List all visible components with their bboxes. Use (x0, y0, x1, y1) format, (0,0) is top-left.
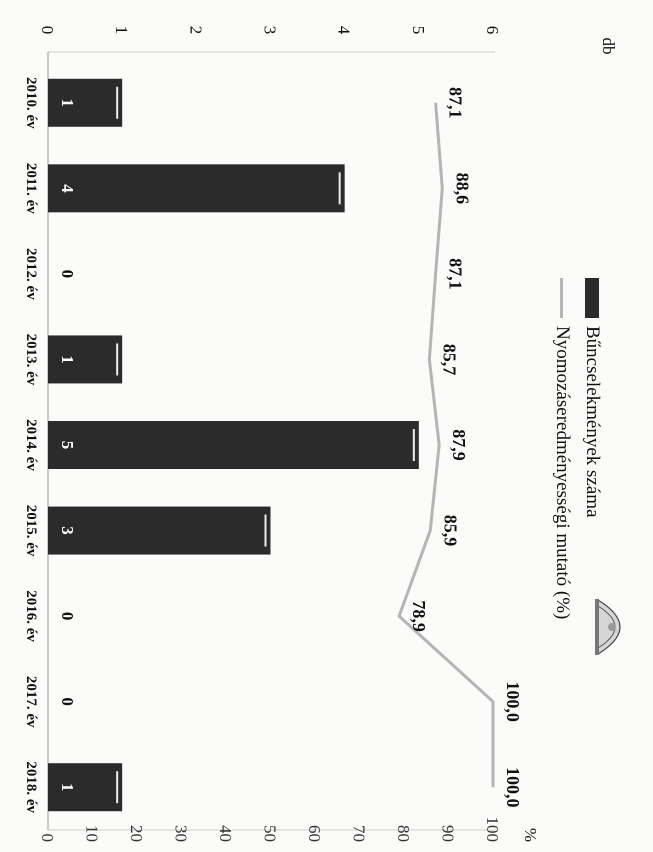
x-tick-label: 2018. év (23, 761, 39, 813)
x-tick-label: 2012. év (23, 248, 39, 300)
bar-value-label: 1 (58, 783, 77, 792)
x-tick-label: 2016. év (23, 590, 39, 642)
right-tick-label: 80 (394, 825, 413, 842)
line-value-label: 85,7 (439, 344, 459, 376)
line-series (397, 102, 495, 788)
bar (48, 78, 123, 127)
x-tick-label: 2017. év (23, 676, 39, 728)
legend-swatch-line (560, 278, 564, 318)
left-tick-label: 4 (335, 26, 354, 35)
right-axis-label: % (521, 828, 540, 842)
bar (48, 506, 271, 555)
bar-value-label: 3 (58, 526, 77, 535)
x-tick-label: 2013. év (23, 334, 39, 386)
left-tick-label: 5 (409, 26, 428, 35)
line-value-label: 88,6 (452, 173, 472, 205)
right-tick-label: 20 (127, 825, 146, 842)
x-tick-label: 2011. év (23, 163, 39, 214)
left-tick-label: 0 (38, 26, 57, 35)
left-tick-label: 3 (261, 26, 280, 35)
line-value-label: 87,1 (446, 258, 466, 290)
right-tick-label: 70 (350, 825, 369, 842)
line-value-label: 85,9 (440, 515, 460, 547)
right-tick-label: 40 (216, 825, 235, 842)
legend-label-bar: Bűncselekmények száma (582, 326, 603, 518)
left-tick-label: 6 (483, 26, 502, 35)
legend-swatch-bar (585, 278, 599, 318)
bar (47, 421, 419, 469)
right-tick-label: 30 (172, 825, 191, 842)
right-tick-label: 90 (439, 825, 458, 842)
left-tick-label: 2 (186, 26, 205, 35)
bar (48, 335, 123, 384)
bar-value-label: 4 (58, 184, 77, 193)
bar-value-label: 1 (58, 99, 77, 108)
x-tick-label: 2014. év (23, 419, 39, 471)
legend-label-line: Nyomozáseredményességi mutató (%) (552, 326, 573, 620)
police-crest-icon (592, 596, 638, 658)
x-tick-label: 2010. év (23, 77, 39, 129)
line-value-label: 100,0 (503, 767, 523, 808)
legend-item-line: Nyomozáseredményességi mutató (%) (551, 278, 573, 619)
legend-item-bar: Bűncselekmények száma (581, 278, 603, 518)
bar-value-label: 0 (58, 612, 77, 621)
right-tick-label: 50 (261, 825, 280, 842)
right-tick-label: 100 (483, 817, 502, 843)
line-value-label: 87,9 (449, 429, 469, 461)
left-axis-label: db (599, 38, 618, 55)
right-tick-label: 10 (83, 825, 102, 842)
bar (48, 164, 345, 213)
bar-value-label: 0 (58, 697, 77, 706)
x-tick-label: 2015. év (23, 505, 39, 557)
left-tick-label: 1 (112, 26, 131, 35)
bar-value-label: 1 (58, 355, 77, 364)
line-value-label: 78,9 (409, 600, 429, 632)
right-tick-label: 0 (38, 834, 57, 843)
line-value-label: 100,0 (503, 681, 523, 722)
bar (48, 763, 123, 812)
bar-value-label: 0 (58, 270, 77, 279)
right-tick-label: 60 (305, 825, 324, 842)
bar-value-label: 5 (58, 441, 77, 450)
line-value-label: 87,1 (446, 87, 466, 119)
